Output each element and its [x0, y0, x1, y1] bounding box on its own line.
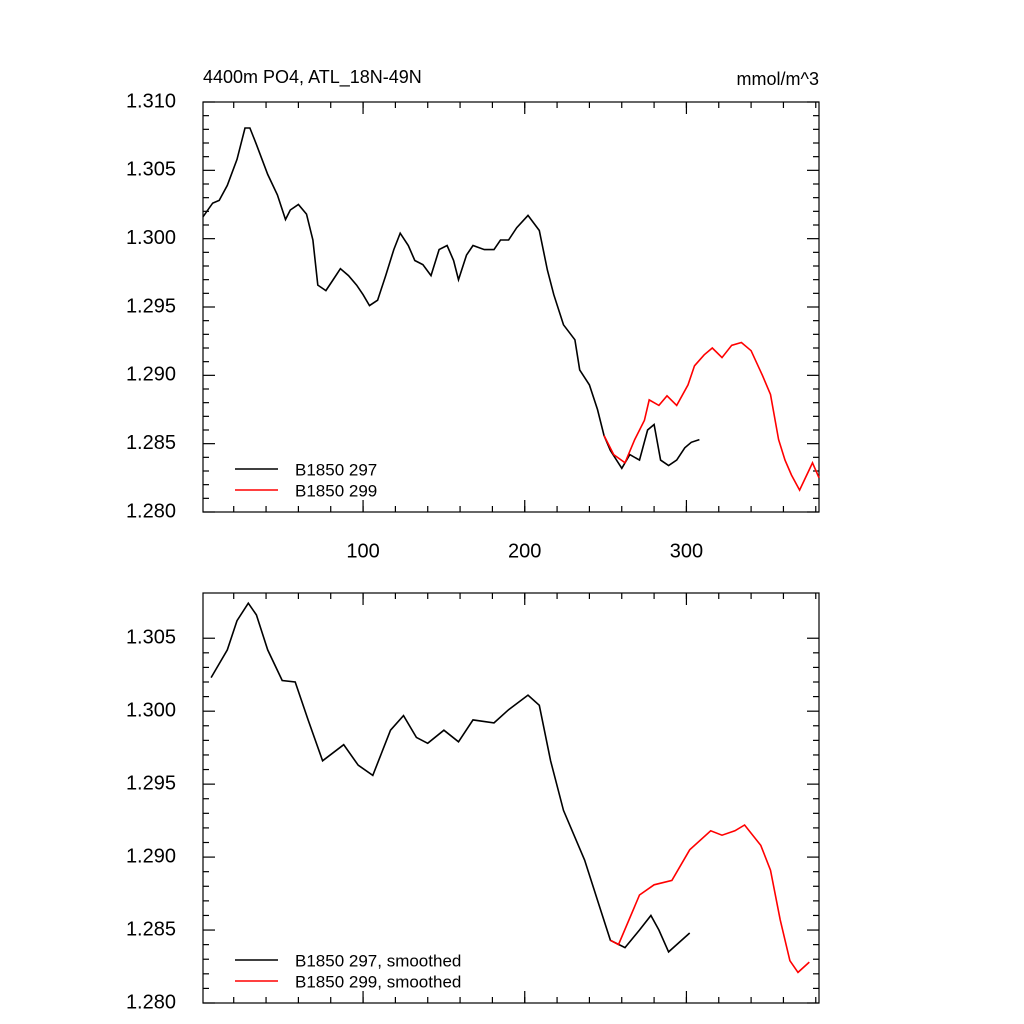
data-line — [610, 823, 810, 974]
legend-label: B1850 299, smoothed — [295, 972, 461, 991]
units-label: mmol/m^3 — [737, 69, 819, 89]
y-tick-label: 1.285 — [126, 918, 176, 940]
y-tick-label: 1.300 — [126, 699, 176, 721]
plot-frame — [202, 101, 820, 513]
legend-label: B1850 299 — [295, 481, 377, 500]
y-tick-label: 1.290 — [126, 845, 176, 867]
y-tick-label: 1.305 — [126, 627, 176, 649]
y-tick-label: 1.280 — [126, 500, 176, 522]
y-tick-label: 1.305 — [126, 159, 176, 181]
data-line — [603, 341, 820, 492]
x-tick-label: 300 — [670, 540, 703, 562]
y-tick-label: 1.295 — [126, 295, 176, 317]
y-tick-label: 1.300 — [126, 227, 176, 249]
y-tick-label: 1.310 — [126, 90, 176, 112]
y-tick-label: 1.290 — [126, 364, 176, 386]
chart-title: 4400m PO4, ATL_18N-49N — [203, 67, 422, 88]
x-tick-label: 200 — [508, 540, 541, 562]
x-tick-label: 100 — [346, 540, 379, 562]
data-line — [210, 601, 691, 954]
plot-frame — [202, 592, 820, 1004]
y-tick-label: 1.280 — [126, 991, 176, 1013]
y-tick-label: 1.295 — [126, 772, 176, 794]
legend-label: B1850 297 — [295, 460, 377, 479]
legend-label: B1850 297, smoothed — [295, 951, 461, 970]
y-tick-label: 1.285 — [126, 432, 176, 454]
data-line — [202, 127, 700, 470]
